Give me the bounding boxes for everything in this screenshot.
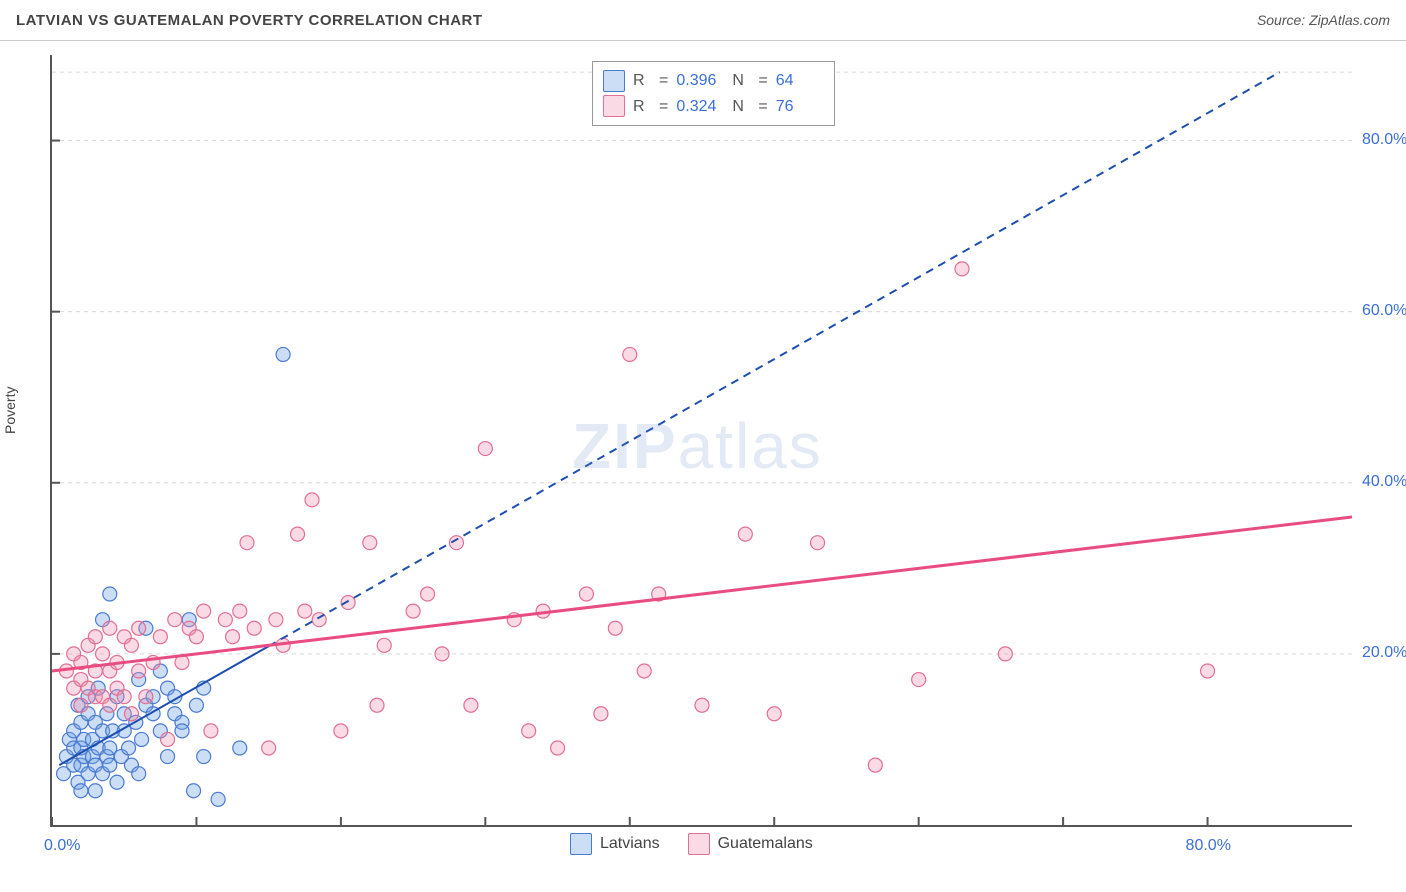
chart-source: Source: ZipAtlas.com — [1257, 12, 1390, 28]
y-tick-label: 40.0% — [1362, 473, 1406, 491]
legend-swatch — [603, 70, 625, 92]
chart-title: LATVIAN VS GUATEMALAN POVERTY CORRELATIO… — [16, 12, 483, 29]
legend-stat-val: 0.324 — [676, 94, 724, 120]
y-axis-label: Poverty — [2, 387, 18, 434]
legend-eq: = — [659, 68, 668, 94]
legend-swatch — [570, 833, 592, 855]
scatter-plot: ZIPatlas R=0.396N=64R=0.324N=76 — [50, 55, 1352, 827]
legend-row: R = 0.396 N = 64 — [603, 68, 824, 94]
x-tick-label: 0.0% — [44, 837, 80, 855]
legend-series-item: Guatemalans — [688, 833, 813, 855]
legend-correlation: R = 0.396 N = 64 R = 0.324 N = 76 — [592, 61, 835, 126]
y-tick-label: 20.0% — [1362, 644, 1406, 662]
legend-eq: = — [659, 94, 668, 120]
legend-stat-val: 64 — [776, 68, 824, 94]
legend-series-item: Latvians — [570, 833, 660, 855]
legend-stat-key: N — [732, 68, 750, 94]
x-tick-label: 80.0% — [1186, 837, 1231, 855]
legend-series-label: Guatemalans — [718, 835, 813, 853]
legend-stat-key: R — [633, 94, 651, 120]
legend-stat-key: R — [633, 68, 651, 94]
legend-stat-val: 0.396 — [676, 68, 724, 94]
y-tick-label: 80.0% — [1362, 131, 1406, 149]
legend-eq: = — [758, 68, 767, 94]
legend-swatch — [603, 95, 625, 117]
plot-svg — [52, 55, 1352, 825]
legend-series: Latvians Guatemalans — [570, 833, 813, 855]
legend-stat-val: 76 — [776, 94, 824, 120]
y-tick-label: 60.0% — [1362, 302, 1406, 320]
chart-header: LATVIAN VS GUATEMALAN POVERTY CORRELATIO… — [0, 0, 1406, 41]
legend-stat-key: N — [732, 94, 750, 120]
legend-swatch — [688, 833, 710, 855]
legend-row: R = 0.324 N = 76 — [603, 94, 824, 120]
legend-series-label: Latvians — [600, 835, 660, 853]
legend-eq: = — [758, 94, 767, 120]
